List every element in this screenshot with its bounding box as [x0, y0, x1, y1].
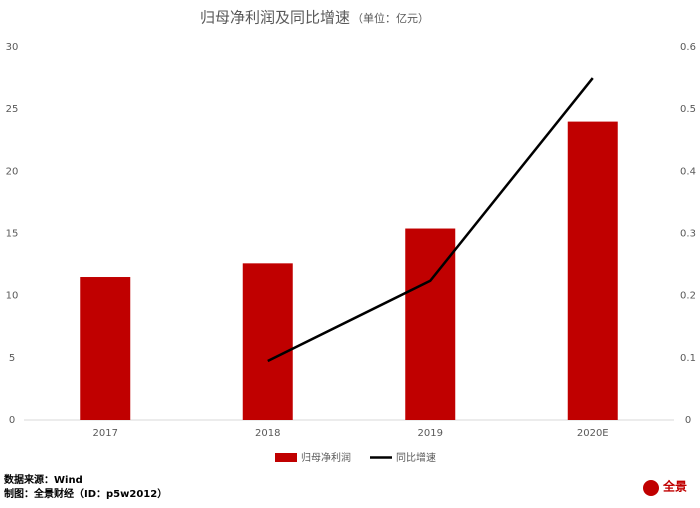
credit-note: 制图：全景财经（ID：p5w2012） [4, 487, 167, 500]
y2-tick-label: 0.3 [680, 229, 696, 240]
y-tick-label: 20 [6, 166, 19, 177]
chart-title: 归母净利润及同比增速 [200, 9, 350, 27]
logo-icon [643, 480, 659, 496]
y2-tick-label: 0.1 [680, 353, 696, 364]
legend-label: 归母净利润 [301, 451, 351, 464]
source-note: 数据来源：Wind [4, 473, 83, 486]
y-tick-label: 30 [6, 42, 19, 53]
y2-tick-label: 0.4 [680, 166, 696, 177]
bar [80, 277, 131, 420]
y-tick-label: 5 [9, 353, 15, 364]
x-tick-label: 2017 [93, 428, 118, 439]
y2-tick-label: 0.2 [680, 291, 696, 302]
y2-tick-label: 0 [685, 415, 691, 426]
y-tick-label: 15 [6, 229, 19, 240]
x-tick-label: 2019 [418, 428, 443, 439]
legend-swatch [275, 453, 297, 462]
y-tick-label: 25 [6, 104, 19, 115]
y-tick-label: 10 [6, 291, 19, 302]
legend-label: 同比增速 [396, 451, 436, 464]
y-tick-label: 0 [9, 415, 15, 426]
bar [567, 121, 618, 420]
bar [242, 263, 293, 420]
line [267, 77, 594, 363]
chart-subtitle: （单位：亿元） [352, 11, 429, 25]
x-tick-label: 2020E [577, 428, 609, 439]
y2-tick-label: 0.6 [680, 42, 696, 53]
logo: 全景 [662, 479, 687, 494]
y2-tick-label: 0.5 [680, 104, 696, 115]
x-tick-label: 2018 [255, 428, 280, 439]
